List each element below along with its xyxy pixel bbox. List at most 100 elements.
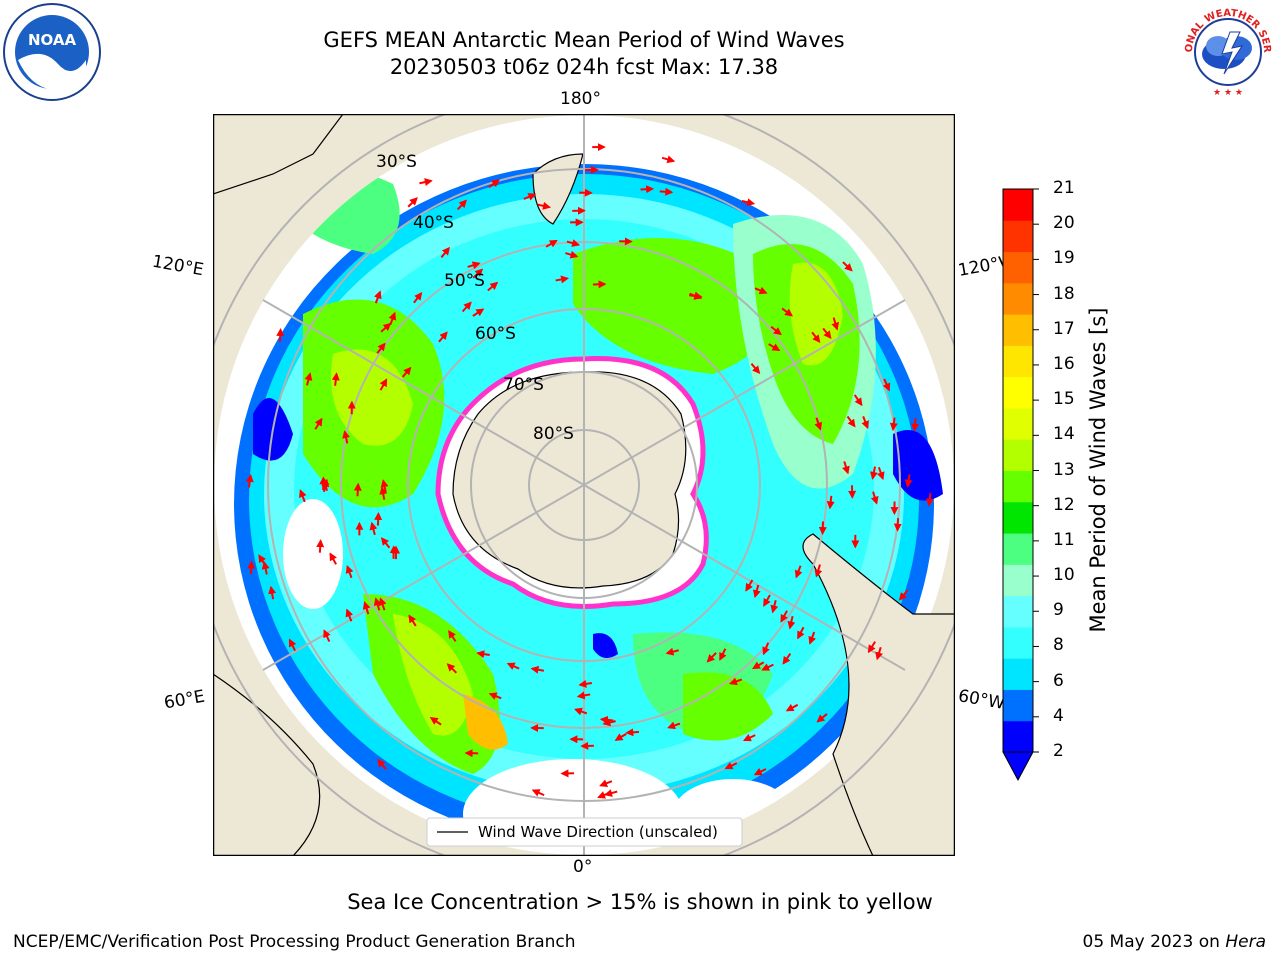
lon-label-180: 180° <box>560 89 601 109</box>
colorbar-tick-label: 21 <box>1053 178 1075 198</box>
footer-credit: NCEP/EMC/Verification Post Processing Pr… <box>13 932 576 952</box>
wind-arrow <box>342 430 351 444</box>
colorbar-segment <box>1003 251 1033 284</box>
wind-arrow <box>667 721 681 730</box>
wind-arrow <box>565 250 579 259</box>
wind-arrow <box>331 372 340 386</box>
wind-arrow <box>785 703 799 712</box>
lon-label-60e: 60°E <box>162 686 207 714</box>
colorbar-label: Mean Period of Wind Waves [s] <box>1086 307 1110 633</box>
wind-arrows <box>245 143 934 799</box>
wind-arrow <box>842 261 853 272</box>
sea-ice-note: Sea Ice Concentration > 15% is shown in … <box>347 890 933 914</box>
colorbar-segment <box>1003 376 1033 409</box>
wind-arrow <box>870 466 878 480</box>
colorbar-tick-label: 20 <box>1053 213 1075 234</box>
colorbar-segment <box>1003 470 1033 503</box>
wind-arrow <box>814 417 823 431</box>
wind-arrow <box>794 565 803 579</box>
wind-arrow <box>842 461 850 475</box>
wind-arrow <box>329 552 337 565</box>
colorbar-segment <box>1003 439 1033 471</box>
wind-arrow <box>413 291 423 304</box>
wind-arrow <box>440 246 451 259</box>
colorbar-tick-label: 19 <box>1053 248 1075 269</box>
wind-arrow <box>770 325 782 336</box>
wind-arrow <box>472 308 485 317</box>
wind-arrow <box>456 199 467 211</box>
wind-arrow <box>316 539 325 553</box>
wind-arrow <box>345 608 354 622</box>
chart-subtitle: 20230503 t06z 024h fcst Max: 17.38 <box>389 55 779 79</box>
wind-arrow <box>867 641 876 654</box>
wind-arrow <box>373 597 382 611</box>
wind-arrow <box>299 489 307 503</box>
colorbar-extend-arrow <box>1002 751 1034 782</box>
wind-arrow <box>752 584 761 599</box>
wind-arrow <box>530 665 545 674</box>
wind-arrow <box>545 239 558 248</box>
wind-arrow <box>374 290 382 304</box>
wind-arrow <box>380 537 391 549</box>
wind-arrow <box>882 378 891 392</box>
wind-arrow <box>419 178 433 187</box>
wind-arrow <box>846 415 856 428</box>
wind-arrow <box>323 629 331 642</box>
wind-arrow <box>742 733 756 742</box>
svg-text:★ ★ ★: ★ ★ ★ <box>1213 88 1243 98</box>
wind-arrow <box>814 564 823 578</box>
wind-arrow <box>816 713 828 723</box>
wind-arrow <box>407 197 418 208</box>
wind-arrow <box>875 646 883 661</box>
colorbar-tick-label: 6 <box>1053 670 1064 691</box>
lon-label-0: 0° <box>573 857 593 877</box>
wind-arrow <box>488 692 502 700</box>
wind-arrow <box>377 758 387 770</box>
wind-arrow <box>762 642 770 656</box>
wind-arrow <box>448 630 457 642</box>
wind-arrow <box>826 495 835 510</box>
colorbar-tick-label: 4 <box>1053 705 1064 726</box>
wind-arrow <box>487 281 499 292</box>
wind-arrow <box>408 614 417 627</box>
wind-arrow <box>724 761 738 770</box>
wind-arrow <box>911 418 920 432</box>
wind-arrow <box>719 648 727 661</box>
colorbar-tick-label: 8 <box>1053 635 1064 656</box>
wind-arrow <box>745 579 754 592</box>
colorbar-segment <box>1003 220 1033 253</box>
colorbar-tick-label: 14 <box>1053 424 1075 445</box>
wind-arrow <box>401 366 412 378</box>
wind-arrow <box>578 679 592 688</box>
wind-arrow <box>602 718 616 727</box>
nws-logo: NATIONAL WEATHER SERVICE ★ ★ ★ <box>1178 2 1275 99</box>
wind-arrow <box>763 594 771 607</box>
wind-arrow <box>614 732 627 741</box>
svg-text:NOAA: NOAA <box>28 31 77 49</box>
wind-arrow <box>808 631 816 645</box>
wind-arrow <box>488 179 500 189</box>
wind-arrow <box>898 589 909 601</box>
wind-arrow <box>379 486 388 500</box>
wind-arrow <box>853 394 863 407</box>
graticule <box>213 114 955 856</box>
wind-arrow <box>245 473 254 488</box>
wind-arrow <box>353 482 362 497</box>
wind-arrow <box>446 663 458 674</box>
lat-label-50s: 50°S <box>444 271 485 291</box>
colorbar-tick-label: 10 <box>1053 565 1075 586</box>
colorbar-segment <box>1003 314 1033 346</box>
wind-arrow <box>531 789 545 797</box>
polar-map[interactable]: Wind Wave Direction (unscaled) <box>213 114 955 856</box>
wind-arrow <box>761 663 774 671</box>
wind-arrow <box>781 307 794 317</box>
wind-arrow <box>822 327 832 340</box>
wind-arrow <box>429 717 442 726</box>
wind-arrow <box>523 193 537 201</box>
land-masses <box>213 114 955 856</box>
lat-label-80s: 80°S <box>533 424 574 444</box>
wind-arrow <box>904 474 913 488</box>
wind-arrow <box>599 779 613 787</box>
wind-arrow <box>782 653 792 665</box>
wind-arrow <box>574 707 588 716</box>
